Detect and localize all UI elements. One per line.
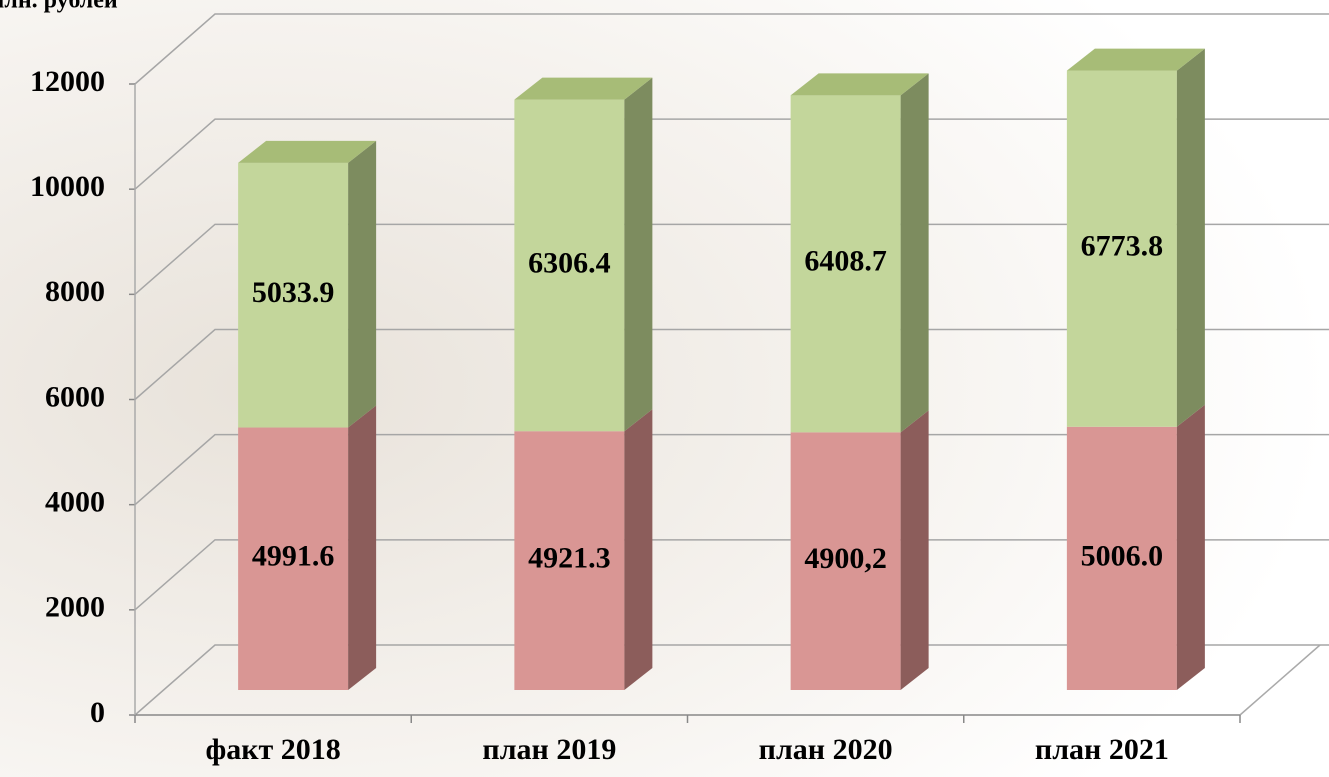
bar-side — [348, 405, 377, 690]
y-tick-label: 10000 — [30, 170, 105, 203]
bar-side — [624, 409, 653, 690]
data-label: 6408.7 — [804, 245, 887, 278]
data-label: 5033.9 — [252, 276, 335, 309]
y-tick-label: 6000 — [45, 380, 105, 413]
bar-front — [1066, 70, 1177, 427]
grid-line — [134, 539, 1329, 611]
grid-line — [134, 223, 1329, 295]
bar-front — [790, 95, 901, 433]
y-axis-label: млн. рублей — [0, 0, 118, 14]
bar-top — [790, 73, 929, 96]
bar-top — [514, 77, 653, 100]
bar-front — [238, 162, 349, 428]
bar-side — [348, 140, 377, 428]
bar-segment — [1066, 48, 1205, 427]
data-label: 4991.6 — [252, 540, 335, 573]
bar-segment — [514, 77, 653, 432]
bar-front — [514, 99, 625, 432]
data-label: 4900,2 — [804, 542, 887, 575]
floor-right — [1239, 644, 1321, 716]
bar-side — [900, 73, 929, 433]
data-label: 6306.4 — [528, 246, 611, 279]
bar-segment — [790, 73, 929, 433]
x-tick-label: план 2020 — [759, 733, 893, 766]
bar-segment — [790, 410, 929, 690]
grid-line — [134, 118, 1329, 190]
bar-front — [1066, 426, 1177, 690]
grid-line — [134, 644, 1329, 716]
bar-front — [238, 427, 349, 690]
data-label: 5006.0 — [1081, 539, 1164, 572]
bar-side — [624, 77, 653, 432]
x-tick-label: план 2019 — [482, 733, 616, 766]
y-tick-label: 12000 — [30, 65, 105, 98]
bar-front — [790, 432, 901, 690]
x-tick-label: факт 2018 — [205, 733, 340, 766]
x-tick-label: план 2021 — [1035, 733, 1169, 766]
y-tick-label: 2000 — [45, 591, 105, 624]
bar-top — [238, 140, 377, 163]
bar-segment — [1066, 404, 1205, 690]
bar-side — [1176, 404, 1205, 690]
grid-line — [134, 328, 1329, 401]
y-tick-label: 8000 — [45, 275, 105, 308]
bar-side — [900, 410, 929, 690]
bar-side — [1176, 48, 1205, 427]
bar-top — [1066, 48, 1205, 71]
data-label: 4921.3 — [528, 542, 611, 575]
bar-segment — [514, 409, 653, 690]
y-tick-label: 4000 — [45, 486, 105, 519]
bar-segment — [238, 140, 377, 428]
bar-segment — [238, 405, 377, 690]
y-tick-label: 0 — [90, 696, 105, 729]
data-label: 6773.8 — [1081, 230, 1164, 263]
bar-front — [514, 431, 625, 690]
grid-line — [134, 433, 1329, 506]
grid-line — [134, 13, 1329, 85]
